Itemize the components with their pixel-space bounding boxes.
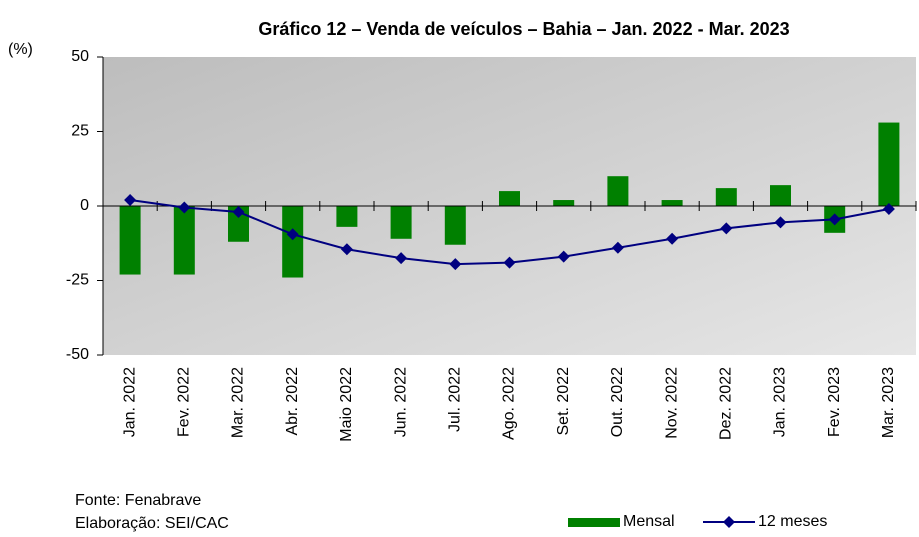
marker	[666, 232, 679, 245]
marker	[124, 194, 137, 207]
marker	[178, 201, 191, 214]
chart-title: Gráfico 12 – Venda de veículos – Bahia –…	[258, 19, 789, 39]
bar	[499, 191, 520, 206]
x-tick-label: Jun. 2022	[392, 367, 409, 437]
y-axis-label: (%)	[8, 41, 33, 58]
y-tick-label: -25	[66, 272, 89, 289]
x-tick-label: Dez. 2022	[718, 367, 735, 440]
bar	[607, 176, 629, 206]
x-tick-label: Maio 2022	[338, 367, 355, 442]
bar	[390, 206, 412, 239]
marker	[774, 216, 787, 229]
x-tick-label: Mar. 2023	[880, 367, 897, 438]
x-tick-label: Out. 2022	[609, 367, 626, 437]
x-tick-label: Mar. 2022	[230, 367, 247, 438]
y-tick-label: 50	[71, 48, 89, 65]
bar	[119, 206, 141, 275]
credit: Elaboração: SEI/CAC	[75, 515, 229, 532]
x-tick-label: Abr. 2022	[284, 367, 301, 436]
marker	[286, 228, 299, 241]
marker	[449, 258, 462, 271]
x-tick-label: Jan. 2022	[121, 367, 138, 437]
legend-marker	[723, 516, 735, 528]
y-tick-label: -50	[66, 346, 89, 363]
bar	[770, 185, 791, 206]
marker	[395, 252, 408, 265]
bar	[553, 200, 575, 206]
x-tick-label: Fev. 2023	[826, 367, 843, 437]
legend-label: Mensal	[623, 513, 675, 530]
legend-label: 12 meses	[758, 513, 827, 530]
y-tick-label: 0	[80, 197, 89, 214]
x-tick-label: Nov. 2022	[663, 367, 680, 439]
marker	[503, 256, 516, 269]
bar	[173, 206, 195, 275]
x-tick-label: Set. 2022	[555, 367, 572, 436]
bar	[661, 200, 683, 206]
bar	[715, 188, 737, 206]
x-tick-label: Jan. 2023	[772, 367, 789, 437]
bar	[444, 206, 466, 245]
marker	[232, 205, 245, 218]
source: Fonte: Fenabrave	[75, 492, 201, 509]
x-tick-label: Jul. 2022	[447, 367, 464, 432]
marker	[557, 250, 570, 263]
bar	[878, 122, 900, 206]
y-tick-label: 25	[71, 123, 89, 140]
marker	[720, 222, 733, 235]
bar	[282, 206, 304, 278]
marker	[611, 241, 624, 254]
legend-swatch	[568, 518, 620, 527]
bar	[336, 206, 358, 227]
marker	[828, 213, 841, 226]
x-tick-label: Ago. 2022	[501, 367, 518, 440]
marker	[340, 243, 353, 256]
x-tick-label: Fev. 2022	[176, 367, 193, 437]
marker	[882, 202, 895, 215]
